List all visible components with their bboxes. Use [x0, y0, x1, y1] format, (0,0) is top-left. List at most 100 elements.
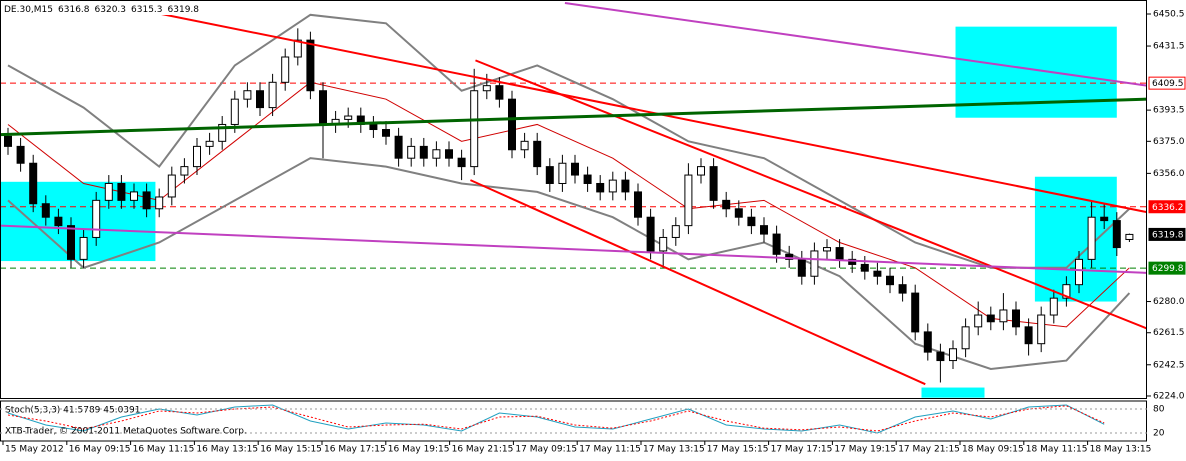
- candle-body: [974, 314, 983, 328]
- stoch-tick-label: 20: [1153, 429, 1165, 439]
- price-label-box: [1148, 261, 1186, 275]
- candle-body: [886, 275, 894, 286]
- candle-body: [734, 208, 743, 218]
- x-tick-label: 17 May 17:15: [771, 445, 833, 455]
- candle-body: [1049, 297, 1058, 316]
- bollinger-upper: [7, 13, 1131, 269]
- candle-body: [281, 56, 290, 83]
- candle-body: [180, 166, 189, 176]
- y-tick-label: 6431.5: [1153, 42, 1185, 52]
- trend-line: [564, 2, 1148, 87]
- candle-body: [760, 225, 768, 235]
- footer: XTB-Trader, © 2001-2011 MetaQuotes Softw…: [5, 427, 247, 437]
- candle-body: [419, 145, 428, 159]
- candle-body: [445, 149, 453, 159]
- candle-body: [659, 236, 668, 252]
- candle-body: [29, 162, 38, 205]
- candle-body: [634, 191, 642, 218]
- candle-body: [54, 216, 63, 227]
- price-label-box: [1148, 200, 1186, 214]
- candle-body: [142, 191, 151, 210]
- ohlc-value: 6316.8: [58, 5, 90, 15]
- candle-body: [117, 182, 126, 201]
- y-tick-label: 6261.5: [1153, 328, 1185, 338]
- x-tick-label: 17 May 21:15: [898, 445, 960, 455]
- candle-body: [306, 39, 315, 92]
- candle-body: [936, 351, 945, 362]
- price-label: 6299.8: [1152, 264, 1184, 274]
- candle-body: [986, 314, 995, 323]
- price-label-box: [1148, 76, 1186, 90]
- candle-body: [92, 199, 101, 238]
- x-tick-label: 18 May 13:15: [1090, 445, 1152, 455]
- candle-body: [571, 162, 579, 176]
- candle-body: [155, 196, 164, 210]
- candle-body: [1125, 233, 1134, 240]
- candle-body: [432, 149, 441, 159]
- candle-body: [394, 135, 403, 159]
- trend-line: [475, 59, 1148, 330]
- candle-body: [382, 129, 390, 137]
- candle-body: [533, 140, 542, 168]
- candle-body: [785, 253, 794, 260]
- trend-line: [0, 224, 1148, 274]
- candle-body: [1037, 314, 1046, 345]
- y-tick-label: 6280.0: [1153, 297, 1185, 307]
- plot-frame: [0, 0, 1147, 399]
- stoch-signal: [7, 405, 1105, 432]
- x-tick-label: 18 May 09:15: [962, 445, 1024, 455]
- symbol: DE.30,M15: [4, 5, 53, 15]
- candle-body: [898, 284, 907, 294]
- ohlc-value: 6320.3: [95, 5, 127, 15]
- x-tick-label: 16 May 11:15: [133, 445, 195, 455]
- candle-body: [193, 145, 201, 168]
- candle-body: [1087, 216, 1096, 260]
- candle-body: [457, 157, 466, 168]
- x-tick-label: 16 May 15:15: [260, 445, 322, 455]
- trend-line: [0, 97, 1148, 137]
- candle-body: [1062, 284, 1071, 299]
- price-label-box: [1148, 227, 1186, 241]
- candle-body: [482, 85, 491, 92]
- candle-body: [823, 247, 831, 252]
- candle-body: [949, 348, 957, 362]
- ohlc-value: 6319.8: [168, 5, 200, 15]
- y-tick-label: 6450.5: [1153, 9, 1185, 19]
- candle-body: [961, 326, 970, 350]
- candle-body: [1075, 258, 1083, 286]
- candle-body: [722, 199, 731, 210]
- stoch-frame: [0, 400, 1147, 442]
- candle-body: [558, 162, 567, 184]
- ohlc-value: 6315.3: [131, 5, 163, 15]
- candle-body: [797, 258, 806, 277]
- candle-body: [319, 90, 327, 125]
- candle-body: [41, 203, 50, 218]
- y-tick-label: 6375.0: [1153, 137, 1185, 147]
- candle-body: [999, 309, 1008, 323]
- candle-body: [684, 174, 693, 227]
- candle-body: [873, 270, 882, 277]
- candle-body: [671, 225, 680, 238]
- candle-body: [104, 182, 113, 201]
- price-label: 6319.8: [1152, 230, 1184, 240]
- candle-body: [596, 182, 605, 193]
- y-tick-label: 6356.0: [1153, 169, 1185, 179]
- y-tick-label: 6242.5: [1153, 360, 1185, 370]
- candle-body: [923, 331, 932, 353]
- y-tick-label: 6224.0: [1153, 391, 1185, 401]
- candle-body: [697, 166, 705, 176]
- zone: [0, 181, 156, 262]
- candle-body: [369, 123, 378, 131]
- candle-body: [230, 98, 239, 125]
- candle-body: [1012, 309, 1020, 328]
- candle-body: [608, 179, 617, 193]
- candle-body: [344, 115, 353, 120]
- candle-body: [67, 225, 75, 260]
- y-tick-label: 6393.5: [1153, 106, 1185, 116]
- candle-body: [747, 216, 756, 227]
- x-tick-label: 17 May 09:15: [515, 445, 577, 455]
- candle-body: [508, 98, 516, 151]
- stoch-tick-label: 80: [1153, 405, 1165, 415]
- candle-body: [810, 250, 819, 277]
